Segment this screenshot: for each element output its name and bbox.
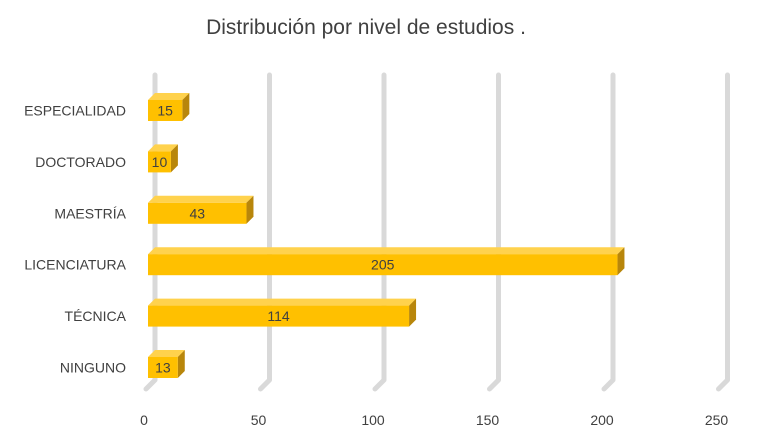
chart-title: Distribución por nivel de estudios . [206,16,526,39]
category-label: NINGUNO [60,360,126,376]
data-label: 10 [152,154,168,170]
bar-top-face [148,350,185,357]
x-tick-label: 250 [705,412,729,428]
gridline [143,72,158,392]
gridline [487,72,501,392]
bar: 43 [148,195,254,224]
x-tick-label: 150 [476,412,500,428]
x-tick-label: 100 [361,412,385,428]
category-label: MAESTRÍA [54,205,126,221]
bar: 114 [148,298,417,327]
bar: 13 [148,350,185,378]
bar: 15 [148,93,190,121]
category-labels: ESPECIALIDAD DOCTORADO MAESTRÍA LICENCIATUR… [24,103,127,376]
bar-front-face [148,357,178,378]
bar-front-face [148,100,183,121]
x-tick-label: 0 [140,412,148,428]
bar: 10 [148,144,178,173]
data-label: 114 [267,308,290,324]
gridline [601,72,616,392]
x-tick-label: 200 [590,412,614,428]
bar-top-face [148,247,625,255]
bar-top-face [148,298,417,306]
bar-front-face [148,202,247,224]
bar: 205 [148,247,625,276]
bar-side-face [177,350,185,378]
data-label: 15 [157,103,173,119]
bar-side-face [409,298,417,327]
category-label: DOCTORADO [35,154,126,170]
bar-side-face [170,144,178,173]
gridline [716,72,730,392]
bar-top-face [148,195,254,203]
bar-top-face [148,144,178,152]
bar-side-face [182,93,190,121]
bar-side-face [246,195,254,224]
bar-front-face [148,254,618,276]
bar-front-face [148,151,171,173]
grid-lines [143,72,730,392]
x-tick-labels: 0 50 100 150 200 250 [140,412,728,428]
category-label: TÉCNICA [65,308,127,324]
gridline [372,72,387,392]
data-label: 43 [189,205,205,221]
category-label: LICENCIATURA [24,257,126,273]
bar-side-face [617,247,625,276]
bars: 15 10 43 205 114 13 [148,93,625,378]
data-label: 205 [371,257,395,273]
category-label: ESPECIALIDAD [24,103,126,119]
gridline [258,72,272,392]
bar-front-face [148,305,410,327]
bar-top-face [148,93,190,100]
data-label: 13 [155,360,171,376]
x-tick-label: 50 [251,412,267,428]
